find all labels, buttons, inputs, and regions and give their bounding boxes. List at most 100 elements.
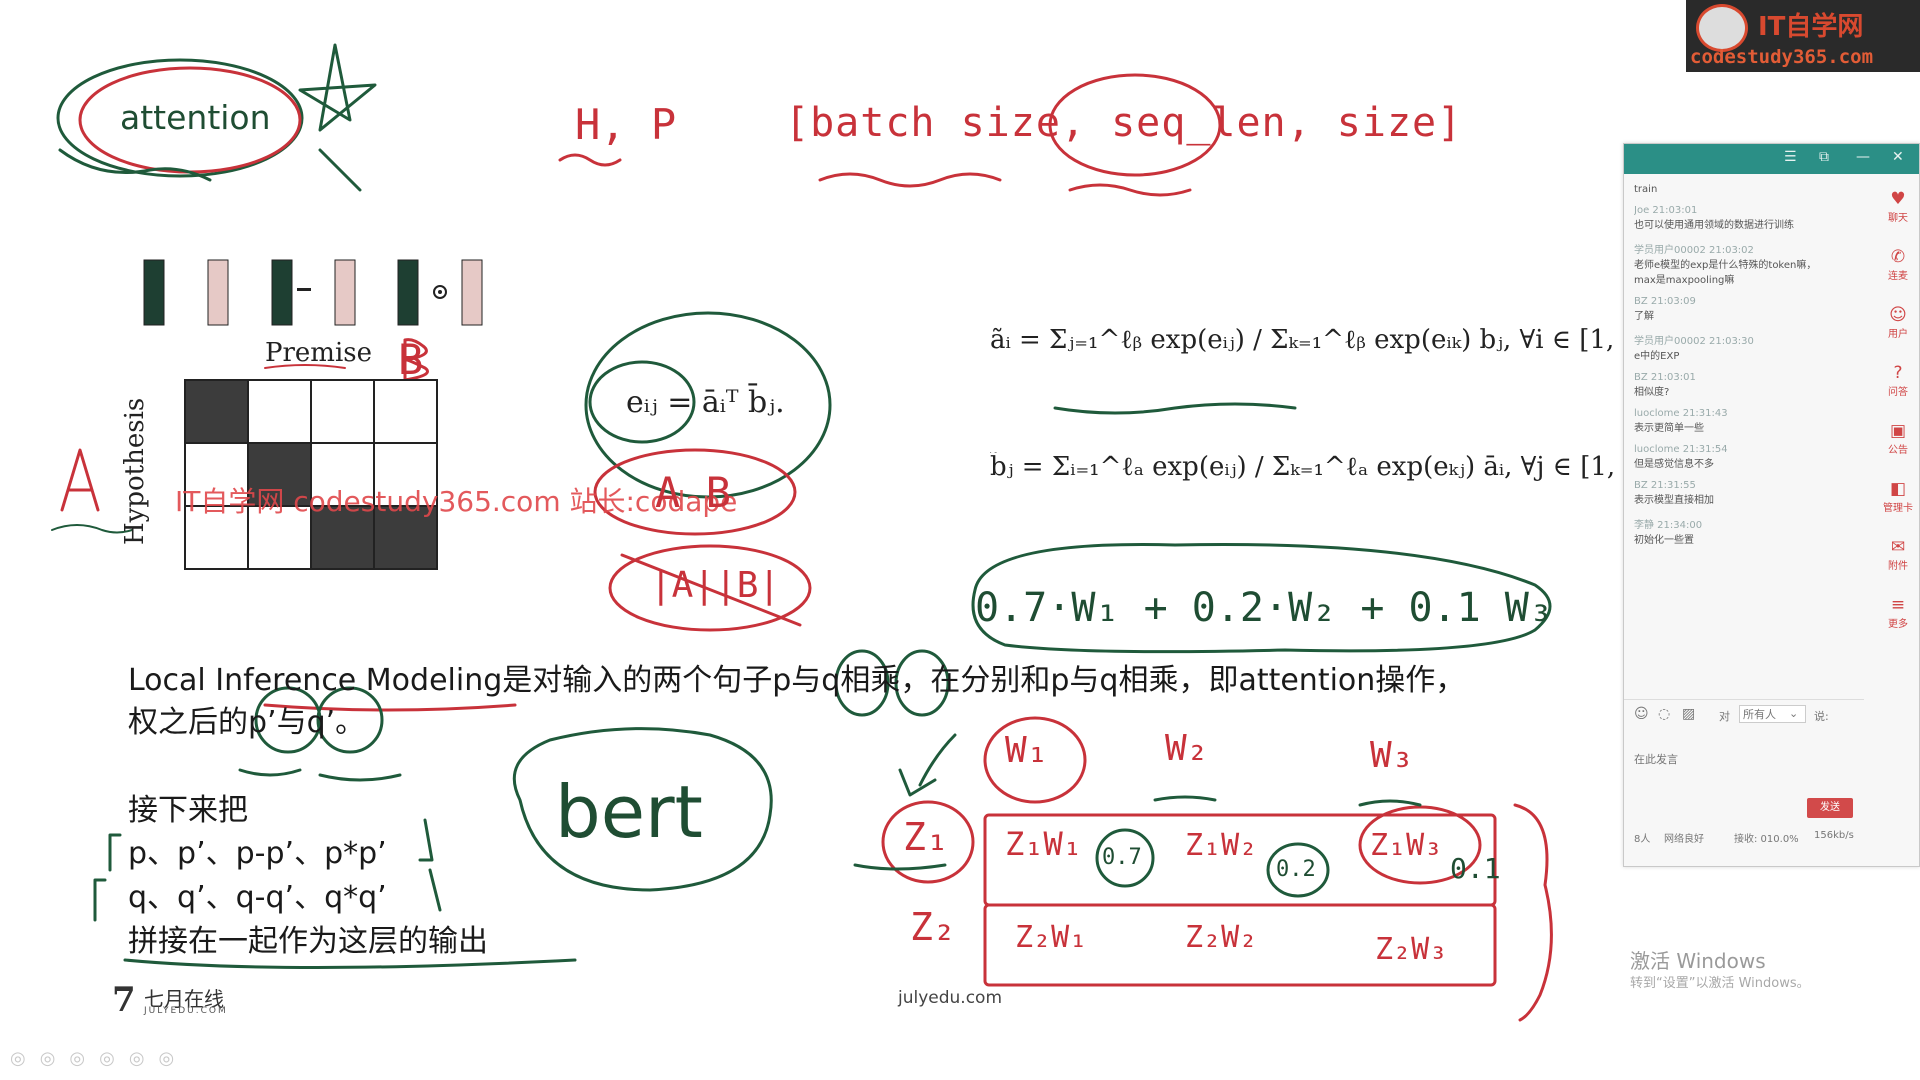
z1-label: Z₁: [903, 815, 949, 859]
logo-url: codestudy365.com: [1690, 46, 1874, 68]
footer-logo: 7 七月在线 JULYEDU.COM: [112, 980, 228, 1020]
message: 学员用户00002 21:03:30 e中的EXP: [1634, 336, 1754, 362]
z2w1-cell: Z₂W₁: [1015, 920, 1088, 955]
message: BZ 21:03:09 了解: [1634, 296, 1696, 322]
premise-label: Premise: [265, 338, 373, 368]
restore-icon[interactable]: ⧉: [1819, 149, 1829, 165]
bottom-toolbar[interactable]: ◎◎◎◎◎◎: [10, 1048, 189, 1069]
z1-circle: [881, 800, 975, 884]
side-item-chat[interactable]: ♥ 聊天: [1881, 189, 1915, 247]
eij-inner-circle: [588, 360, 696, 444]
footer-url: julyedu.com: [898, 988, 1003, 1008]
weighted-sum-text: 0.7·W₁ + 0.2·W₂ + 0.1 W₃: [975, 585, 1553, 631]
emoji-icon[interactable]: ☺: [1634, 706, 1649, 722]
minimize-icon[interactable]: —: [1856, 149, 1870, 165]
footer-logo-text: 七月在线: [144, 987, 224, 1011]
ab-red-circle: [593, 448, 797, 536]
z2w2-cell: Z₂W₂: [1185, 920, 1258, 955]
phone-icon: ✆: [1890, 247, 1906, 267]
status-speed: 156kb/s: [1814, 830, 1854, 841]
seqlen-circle: [1048, 73, 1222, 177]
v07-circle: [1095, 828, 1155, 888]
q-prime-circle: [316, 686, 384, 754]
attention-green-circle: [56, 58, 304, 178]
user-icon: ☺: [1889, 305, 1907, 325]
a-tilde-formula: ãᵢ = Σⱼ₌₁^ℓᵦ exp(eᵢⱼ) / Σₖ₌₁^ℓᵦ exp(eᵢₖ)…: [990, 325, 1620, 355]
status-recv: 接收: 010.0%: [1734, 834, 1799, 845]
announce-icon: ▣: [1889, 421, 1907, 441]
message: BZ 21:31:55 表示模型直接相加: [1634, 480, 1714, 506]
weighted-sum-bubble: [971, 543, 1552, 654]
body-line-1: Local Inference Modeling是对输入的两个句子p与q相乘，在…: [128, 663, 1466, 698]
body-line-5: q、q’、q-q’、q*q’: [128, 880, 387, 915]
question-icon: ?: [1893, 363, 1903, 383]
close-icon[interactable]: ✕: [1892, 149, 1904, 165]
body-line-4: p、p’、p-p’、p*p’: [128, 836, 387, 871]
side-item-qa[interactable]: ? 问答: [1881, 363, 1915, 421]
target-select[interactable]: 所有人: [1739, 705, 1806, 723]
v01-label: 0.1: [1450, 852, 1501, 885]
arrow-down: [898, 733, 957, 797]
heart-icon: ♥: [1890, 189, 1906, 209]
ab-text: A B: [655, 468, 731, 517]
absab-strike: [620, 553, 802, 627]
bubble-icon[interactable]: ◌: [1658, 706, 1671, 722]
hypothesis-label: Hypothesis: [120, 397, 150, 545]
eij-outer-circle: [584, 311, 832, 499]
attention-text: attention: [120, 98, 271, 137]
z1w1-cell: Z₁W₁: [1005, 825, 1083, 863]
chevron-down-icon[interactable]: ⌄: [1789, 707, 1799, 720]
z2w3-cell: Z₂W₃: [1375, 932, 1448, 967]
body-line-3: 接下来把: [128, 793, 248, 828]
b-tilde-formula: b̃ⱼ = Σᵢ₌₁^ℓₐ exp(eᵢⱼ) / Σₖ₌₁^ℓₐ exp(eₖⱼ…: [990, 452, 1620, 482]
inference-underline: [263, 703, 517, 712]
chat-input[interactable]: [1632, 728, 1856, 790]
menu-icon[interactable]: ☰: [1784, 149, 1797, 165]
v02-label: 0.2: [1276, 857, 1316, 882]
hp-underline: [558, 153, 622, 167]
panda-icon: [1696, 4, 1748, 52]
z2-row-box: [983, 903, 1497, 987]
side-item-attach[interactable]: ✉ 附件: [1881, 537, 1915, 595]
side-item-users[interactable]: ☺ 用户: [1881, 305, 1915, 363]
w2-label: W₂: [1165, 728, 1209, 769]
message: train: [1634, 184, 1658, 195]
body-line-2: 权之后的p’与q’。: [128, 705, 366, 740]
attach-icon: ✉: [1890, 537, 1906, 557]
a-underline: [51, 524, 133, 534]
status-users: 8人: [1634, 834, 1651, 845]
side-item-manage[interactable]: ◧ 管理卡: [1883, 479, 1913, 514]
side-item-more[interactable]: ≡ 更多: [1881, 595, 1915, 653]
chat-input-area: ☺ ◌ ▨ 对 所有人 ⌄ 说: 发送 8人 网络良好 接收: 010.0% 1…: [1624, 699, 1864, 860]
z2-label: Z₂: [910, 905, 956, 949]
side-item-mic[interactable]: ✆ 连麦: [1881, 247, 1915, 305]
footer-logo-sub: JULYEDU.COM: [144, 1006, 228, 1016]
message-list[interactable]: train Joe 21:03:01 也可以使用通用领域的数据进行训练 学员用户0…: [1634, 184, 1849, 804]
body-line-6: 拼接在一起作为这层的输出: [128, 924, 488, 959]
image-icon[interactable]: ▨: [1682, 706, 1696, 722]
p-circle: [834, 649, 890, 717]
say-label: 说:: [1814, 710, 1829, 723]
v02-circle: [1266, 842, 1330, 898]
message: luoclome 21:31:43 表示更简单一些: [1634, 408, 1728, 434]
w1-circle: [983, 716, 1087, 804]
eij-formula: eᵢⱼ = āᵢᵀ b̄ⱼ.: [626, 385, 785, 420]
shape-text: [batch size, seq_len, size]: [785, 100, 1463, 146]
watermark: IT自学网 codestudy365.com 站长:codape: [175, 485, 738, 518]
chat-panel: ☰ ⧉ — ✕ train Joe 21:03:01 也可以使用通用领域的数据进行…: [1623, 143, 1920, 867]
message: Joe 21:03:01 也可以使用通用领域的数据进行训练: [1634, 205, 1794, 231]
v07-label: 0.7: [1102, 845, 1142, 870]
to-label: 对: [1719, 710, 1730, 723]
primes-underline: [238, 768, 402, 782]
z1w3-circle: [1358, 805, 1482, 885]
send-button[interactable]: 发送: [1807, 798, 1853, 818]
side-item-announce[interactable]: ▣ 公告: [1881, 421, 1915, 479]
side-toolbar: ♥ 聊天 ✆ 连麦 ☺ 用户 ? 问答 ▣ 公告 ◧ 管理卡 ✉ 附件 ≡ 更多: [1881, 189, 1915, 653]
logo-title: IT自学网: [1758, 12, 1864, 42]
w1-label: W₁: [1005, 730, 1049, 771]
message: luoclome 21:31:54 但是感觉信息不多: [1634, 444, 1728, 470]
status-network: 网络良好: [1664, 834, 1704, 845]
manage-icon: ◧: [1889, 479, 1907, 499]
site-logo: IT自学网 codestudy365.com: [1686, 0, 1920, 72]
